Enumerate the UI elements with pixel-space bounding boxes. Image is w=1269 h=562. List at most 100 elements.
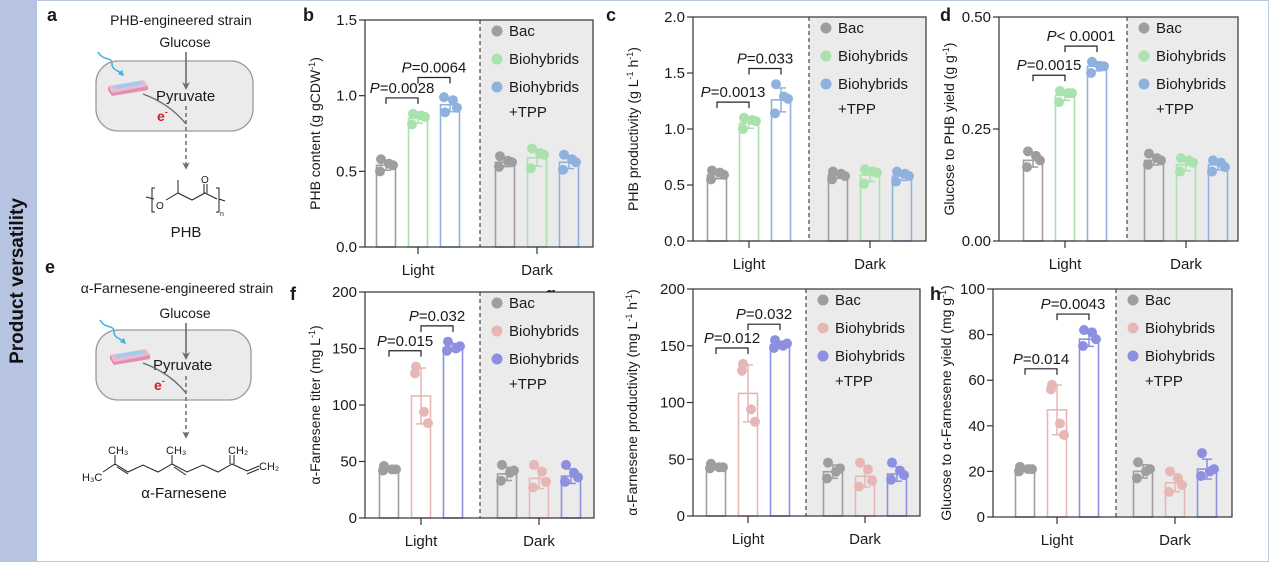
plot-frame [992, 288, 1233, 518]
electron-charge: - [165, 107, 168, 117]
data-point [855, 457, 865, 468]
data-point [420, 111, 430, 122]
y-axis-label-text: ) [624, 289, 640, 294]
data-point [448, 95, 458, 106]
data-point [494, 161, 504, 172]
data-point [1055, 85, 1065, 96]
atom-ch2: CH₂ [259, 461, 279, 473]
data-point [1177, 480, 1187, 491]
bar-light-2 [1086, 65, 1108, 242]
x-tick-label-dark: Dark [854, 256, 886, 273]
p-value: =0.0028 [380, 80, 435, 97]
data-point [1046, 384, 1056, 395]
p-value-label: P=0.032 [409, 308, 465, 325]
data-point [407, 119, 417, 130]
atom-o-carbonyl: O [201, 175, 209, 186]
data-point [859, 178, 869, 189]
intermediate-label: Pyruvate [153, 357, 212, 374]
chart-b: 0.0 0.5 1.0 1.5 Light Dark PHB content (g gCDW… [307, 12, 594, 279]
y-tick-label: 1.0 [664, 121, 685, 138]
data-point [1209, 464, 1219, 475]
legend-label: Biohybrids [835, 348, 905, 365]
y-tick-label: 0 [349, 510, 357, 527]
data-point [1143, 159, 1153, 170]
x-tick-label-light: Light [405, 533, 438, 550]
y-tick-label: 0 [977, 509, 985, 526]
data-point [419, 406, 429, 417]
y-axis-label-text: Glucose to PHB yield (g g [941, 55, 957, 215]
p-value-label: P=0.012 [704, 330, 760, 347]
farnesene-structure [102, 455, 260, 476]
y-axis-label: Glucose to PHB yield (g g-1) [941, 43, 957, 216]
intermediate-label: Pyruvate [156, 88, 215, 105]
x-tick-label-dark: Dark [1170, 256, 1202, 273]
y-axis-label: α-Farnesene productivity (mg L-1 h-1) [624, 289, 640, 515]
p-value: =0.015 [387, 333, 433, 350]
electron-label: e- [157, 107, 168, 124]
p-value: =0.014 [1023, 351, 1069, 368]
data-point [823, 457, 833, 468]
chart-c: 0.0 0.5 1.0 1.5 2.0 Light Dark PHB productivity… [625, 9, 927, 273]
y-tick-label: 40 [968, 418, 985, 435]
p-symbol: P [1017, 57, 1027, 74]
data-point [1164, 486, 1174, 497]
electron-charge: - [162, 376, 165, 386]
legend-label: +TPP [509, 104, 547, 121]
chart-h: 0 20 40 60 80 100 Light Dark Glucose to α-Farnes… [938, 281, 1233, 549]
atom-ch3: CH₃ [108, 445, 128, 457]
significance-bracket [747, 323, 781, 331]
p-value-label: P=0.033 [737, 51, 793, 68]
y-tick-label: 100 [960, 281, 985, 298]
data-point [827, 174, 837, 185]
y-tick-label: 100 [332, 397, 357, 414]
data-point [706, 174, 716, 185]
y-axis-label-text: α-Farnesene productivity (mg L [624, 321, 640, 515]
substrate-label: Glucose [159, 305, 211, 321]
data-point [388, 160, 398, 171]
p-value: =0.012 [714, 330, 760, 347]
data-point [442, 345, 452, 356]
y-axis-label-superscript: -1 [941, 47, 951, 55]
atom-h3c: H₃C [82, 472, 102, 484]
y-axis-label-text: PHB productivity (g L [625, 79, 641, 211]
phb-structure [145, 180, 226, 213]
data-point [528, 482, 538, 493]
panel-letter-c: c [606, 5, 616, 25]
p-value: =0.032 [419, 308, 465, 325]
atom-o: O [156, 201, 164, 212]
data-point [1132, 473, 1142, 484]
chart-f: 0 50 100 150 200 Light Dark α-Farnesene titer (… [307, 284, 595, 550]
bar-light-2 [1078, 338, 1100, 518]
y-axis-label: PHB productivity (g L-1 h-1) [625, 47, 641, 211]
data-point [860, 164, 870, 175]
p-value-label: P=0.0043 [1041, 296, 1106, 313]
legend-label: Bac [838, 20, 864, 37]
p-symbol: P [701, 84, 711, 101]
bar-light-2 [439, 103, 461, 248]
data-point [1208, 155, 1218, 166]
y-tick-label: 20 [968, 463, 985, 480]
data-point [1067, 88, 1077, 99]
p-symbol: P [736, 306, 746, 323]
data-point [378, 465, 388, 476]
data-point [408, 108, 418, 119]
p-value: =0.0015 [1027, 57, 1082, 74]
data-point [410, 368, 420, 379]
legend-label: +TPP [838, 101, 876, 118]
y-axis-label: Glucose to α-Farnesene yield (mg g-1) [938, 285, 954, 521]
legend-label: Bac [509, 23, 535, 40]
p-symbol: P [737, 51, 747, 68]
p-symbol: P [402, 60, 412, 77]
data-point [440, 107, 450, 118]
data-point [1133, 457, 1143, 468]
y-axis-label-superscript: -1 [625, 52, 635, 60]
bar-light-0 [1022, 159, 1044, 242]
p-value: < 0.0001 [1057, 28, 1116, 45]
y-tick-label: 0.50 [962, 9, 991, 26]
bar-light-1 [407, 117, 429, 248]
legend-marker [491, 353, 503, 365]
data-point [746, 404, 756, 415]
data-point [496, 475, 506, 486]
data-point [863, 464, 873, 475]
data-point [1091, 334, 1101, 345]
